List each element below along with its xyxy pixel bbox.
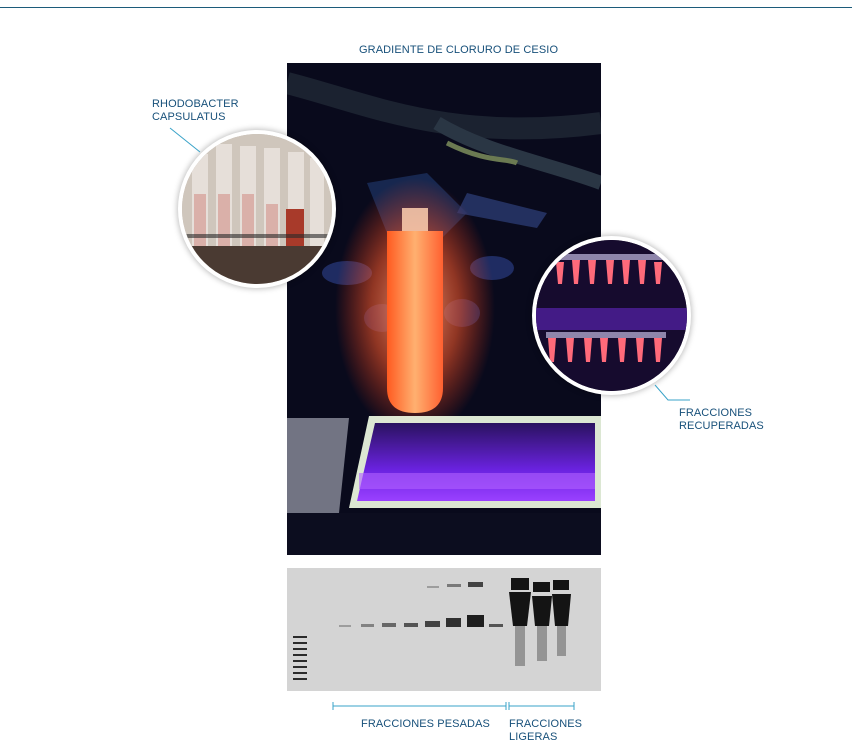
rhodobacter-label-line1: RHODOBACTER xyxy=(152,98,239,110)
recovered-fractions-label-line1: FRACCIONES xyxy=(679,407,753,419)
heavy-fractions-label: FRACCIONES PESADAS xyxy=(361,718,490,730)
recovered-fractions-photo xyxy=(536,240,687,391)
light-fractions-label-line2: LIGERAS xyxy=(509,731,558,743)
rhodobacter-label-line2: CAPSULATUS xyxy=(152,111,226,123)
gradient-title: GRADIENTE DE CLORURO DE CESIO xyxy=(359,44,559,56)
light-fractions-label-line1: FRACCIONES xyxy=(509,718,583,730)
top-divider xyxy=(0,7,852,8)
recovered-fractions-label-line2: RECUPERADAS xyxy=(679,420,764,432)
gel-electrophoresis-photo xyxy=(287,568,601,691)
